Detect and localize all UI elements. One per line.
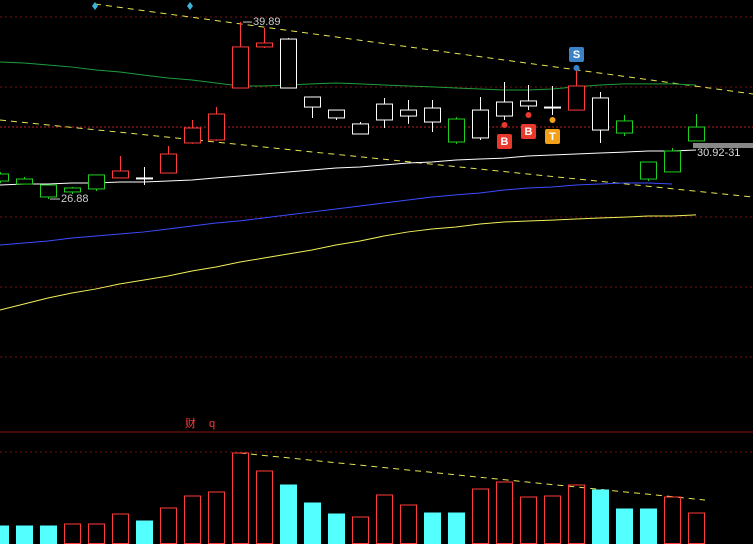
trend-line [94,3,753,95]
signal-badge [545,128,560,144]
candle-body [448,118,465,143]
candle-body [208,113,225,141]
volume-bar [16,525,33,544]
candle-body [592,97,609,131]
trend-line [239,452,706,501]
candle-body [160,153,177,174]
candle-body [640,161,657,180]
candle-body [232,46,249,89]
signal-dot [501,121,508,128]
candle-body [16,178,33,185]
moving-average-line [0,182,673,246]
candle-body [400,109,417,117]
candle-body [64,187,81,193]
candle-body [40,184,57,198]
volume-bar [424,512,441,544]
signal-label: S [573,49,580,61]
candle-body [664,150,681,173]
volume-bar [0,525,9,544]
price-label: 30.92-31 [697,147,740,159]
volume-label: 财 [185,416,196,430]
signal-dot [549,116,556,123]
candle-body [616,120,633,134]
candle-body [136,177,153,180]
trend-line [0,119,753,198]
candle-body [424,107,441,123]
candle-body [376,103,393,121]
candle-body [280,38,297,89]
volume-bar [304,502,321,544]
moving-average-line [0,214,697,311]
candle-body [568,85,585,111]
candle-body [352,123,369,135]
candle-body [496,101,513,117]
volume-bar [136,520,153,544]
candle-body [520,100,537,107]
volume-bar [280,484,297,544]
volume-bar [592,489,609,544]
high-label: 39.89 [253,16,281,28]
signal-badge [569,47,584,63]
low-label: 26.88 [61,193,89,205]
volume-bar [328,513,345,544]
candle-body [112,170,129,179]
volume-bar [40,525,57,544]
candle-body [256,42,273,48]
candle-body [304,96,321,108]
candle-body [0,173,9,182]
signal-dot [573,65,580,72]
signal-label: T [549,131,556,143]
volume-bar [616,508,633,544]
candle-body [328,109,345,119]
candle-body [544,106,561,109]
volume-bar [640,508,657,544]
signal-badge [497,133,512,149]
signal-label: B [501,136,509,148]
signal-label: B [525,126,533,138]
price-tag [693,143,753,148]
signal-dot [525,112,532,119]
candle-body [184,127,201,144]
moving-average-line [0,149,697,186]
candle-body [88,174,105,190]
candle-body [472,109,489,139]
signal-badge [521,124,536,140]
volume-bar [448,512,465,544]
candle-body [688,126,705,142]
volume-label: q [209,418,215,430]
